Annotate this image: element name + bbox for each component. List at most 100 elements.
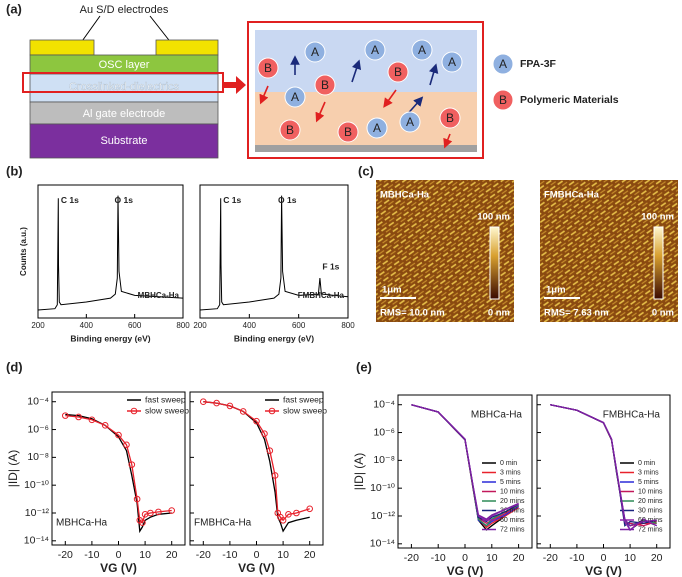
x-tick-label: 10	[139, 549, 151, 561]
layer	[29, 123, 219, 159]
series-line	[65, 413, 172, 534]
panel-label: (d)	[6, 359, 23, 374]
legend-label: 20 mins	[638, 498, 663, 505]
marker	[115, 431, 122, 439]
peak-label: F 1s	[322, 262, 339, 272]
x-tick-label: 20	[651, 552, 663, 564]
peak-label: C 1s	[61, 195, 79, 205]
x-tick-label: -20	[404, 552, 419, 564]
legend-label: 3 mins	[638, 469, 659, 476]
marker	[271, 472, 279, 479]
scale-bar-label: 1μm	[382, 285, 402, 296]
x-tick-label: 20	[513, 552, 525, 564]
legend-symbol	[492, 53, 514, 75]
series-line	[203, 401, 310, 522]
electrode-label: Au S/D electrodes	[80, 4, 169, 16]
marker	[306, 505, 314, 513]
x-axis-label: VG (V)	[585, 564, 622, 577]
color-min: 0 nm	[652, 308, 674, 319]
layer-label: Crosslinked-dielectrics	[69, 81, 180, 93]
y-tick-label: 10⁻¹²	[371, 510, 396, 522]
marker	[266, 447, 274, 455]
x-tick-label: 20	[166, 549, 178, 561]
marker	[123, 441, 130, 449]
series-line	[550, 404, 657, 527]
legend-label: fast sweep	[283, 394, 324, 404]
panel-label: (a)	[6, 1, 22, 16]
legend-symbol-text: B	[499, 93, 507, 107]
y-tick-label: 10⁻¹²	[25, 507, 50, 519]
plot-frame	[37, 184, 184, 319]
legend-label: 60 mins	[500, 517, 525, 524]
legend-marker	[130, 407, 138, 415]
molecule-symbol: A	[418, 43, 426, 57]
x-tick-label: 400	[80, 321, 94, 330]
marker	[168, 507, 175, 514]
marker	[261, 430, 268, 438]
legend-text: FPA-3F	[520, 58, 557, 70]
y-tick-label: 10⁻⁸	[27, 451, 49, 463]
legend-label: 10 mins	[500, 488, 525, 495]
x-tick-label: 10	[277, 549, 289, 561]
highlight-box	[22, 72, 224, 93]
sample-label: FMBHCa-Ha	[194, 518, 252, 529]
layer-label: OSC layer	[99, 59, 150, 71]
y-tick-label: 10⁻⁶	[27, 423, 49, 435]
panel-label: (e)	[356, 359, 372, 374]
marker	[155, 508, 162, 516]
molecule-symbol: A	[373, 121, 381, 135]
x-tick-label: 0	[116, 549, 122, 561]
marker	[147, 509, 154, 517]
molecule	[337, 121, 359, 143]
molecule	[439, 107, 461, 129]
marker	[88, 416, 96, 424]
molecule	[411, 39, 433, 61]
x-tick-label: 200	[31, 321, 45, 330]
legend-label: 0 min	[638, 460, 655, 467]
y-tick-label: 10⁻¹⁴	[370, 538, 395, 550]
molecule	[304, 41, 326, 63]
y-tick-label: 10⁻⁸	[373, 454, 395, 466]
x-tick-label: 400	[243, 321, 257, 330]
arrow	[224, 76, 246, 94]
color-max: 100 nm	[477, 212, 510, 223]
x-tick-label: -10	[222, 549, 237, 561]
x-tick-label: 0	[254, 549, 260, 561]
marker	[226, 402, 234, 410]
x-tick-label: -10	[84, 549, 99, 561]
molecule	[284, 86, 306, 108]
legend-label: 20 mins	[500, 498, 525, 505]
y-tick-label: 10⁻¹⁴	[24, 535, 49, 547]
molecule-symbol: B	[264, 61, 272, 75]
legend-symbol	[492, 89, 514, 111]
x-axis-label: VG (V)	[447, 564, 484, 577]
y-tick-label: 10⁻⁴	[27, 396, 49, 408]
legend-label: 5 mins	[500, 479, 521, 486]
series-line	[65, 414, 172, 524]
molecule	[366, 117, 388, 139]
molecule-symbol: A	[448, 55, 456, 69]
legend-label: 3 mins	[500, 469, 521, 476]
x-axis-label: VG (V)	[238, 561, 275, 575]
legend-label: slow sweep	[283, 405, 327, 415]
color-bar	[489, 226, 500, 300]
molecule-symbol: A	[371, 43, 379, 57]
plot-frame	[199, 184, 349, 319]
legend-label: fast sweep	[145, 394, 186, 404]
molecule-symbol: B	[286, 123, 294, 137]
molecule-symbol: A	[406, 115, 414, 129]
marker	[128, 461, 136, 468]
molecule-symbol: B	[321, 78, 329, 92]
panel-label: (c)	[358, 163, 374, 178]
y-axis-label: |ID| (A)	[352, 453, 366, 491]
series-line	[37, 195, 184, 311]
sample-label: MBHCa-Ha	[471, 410, 523, 421]
legend-marker	[268, 407, 276, 415]
color-bar	[653, 226, 664, 300]
molecule	[314, 74, 336, 96]
peak-label: O 1s	[278, 195, 297, 205]
marker	[200, 398, 207, 406]
marker	[75, 413, 82, 421]
sample-label: FMBHCa-Ha	[603, 410, 661, 421]
marker	[285, 511, 292, 518]
